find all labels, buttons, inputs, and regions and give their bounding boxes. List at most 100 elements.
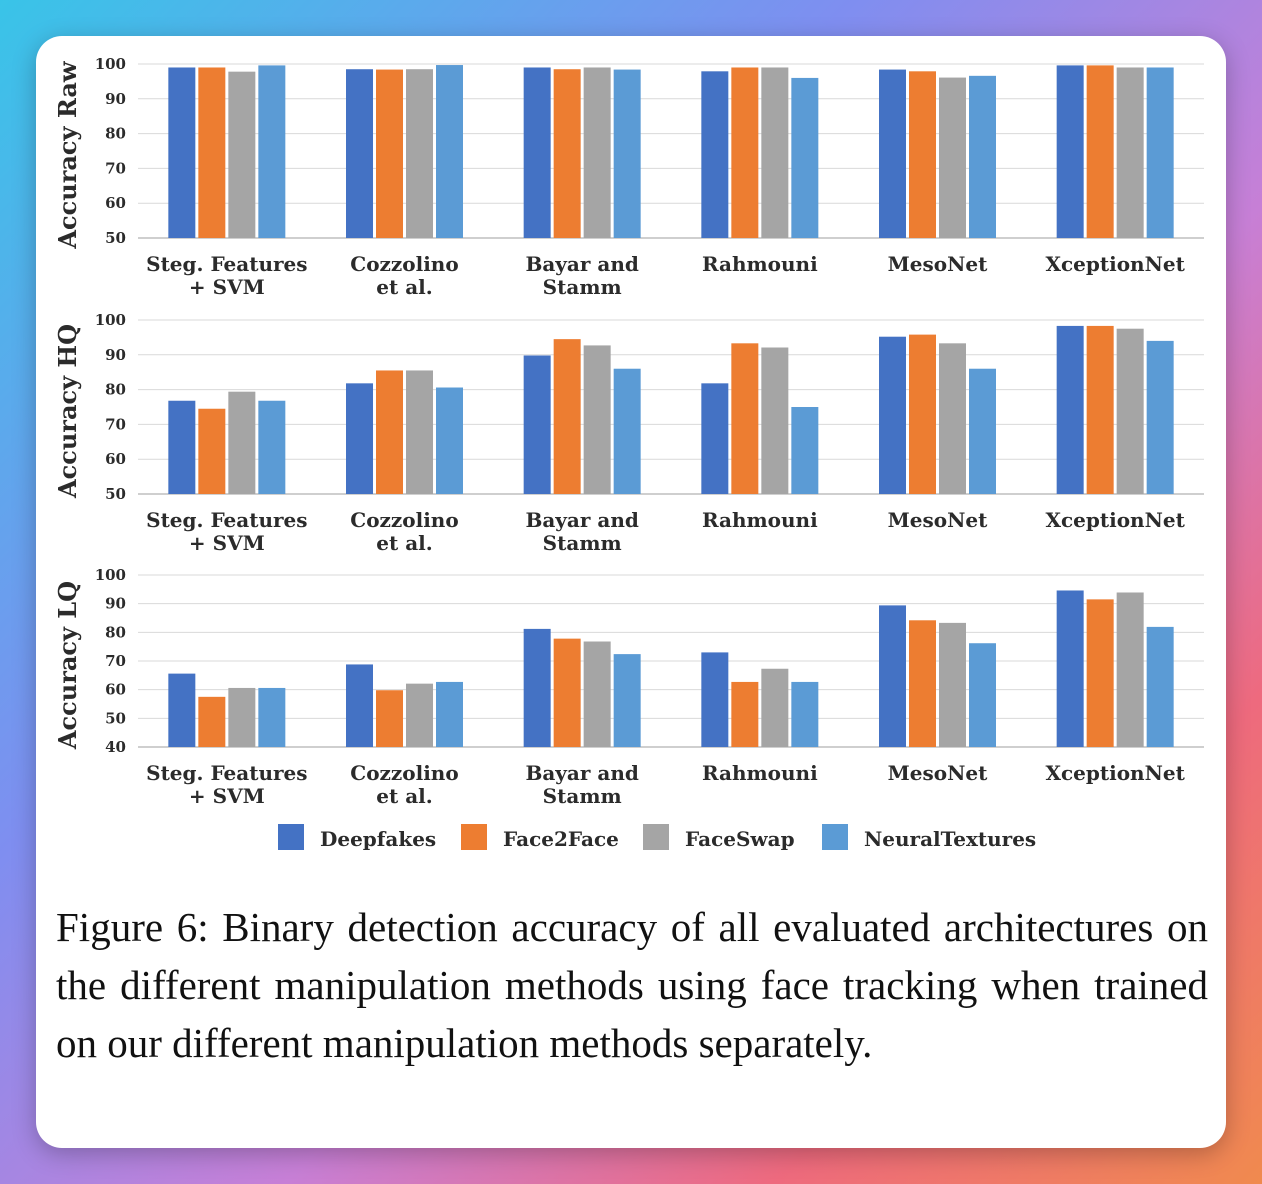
bar-faceswap xyxy=(939,622,966,747)
bar-deepfakes xyxy=(701,71,729,238)
bar-neuraltextures xyxy=(613,69,641,239)
x-tick-label: MesoNet xyxy=(888,761,988,785)
bar-face2face xyxy=(1086,599,1114,747)
y-tick-label: 60 xyxy=(105,450,126,468)
legend-label: Deepfakes xyxy=(320,827,436,851)
x-tick-label: et al. xyxy=(376,275,432,299)
y-axis-label: Accuracy Raw xyxy=(53,60,82,249)
bar-face2face xyxy=(553,339,581,494)
bar-face2face xyxy=(909,71,936,238)
y-tick-label: 80 xyxy=(105,381,126,399)
x-tick-label: MesoNet xyxy=(888,252,988,276)
bar-neuraltextures xyxy=(969,643,996,747)
legend-item-neuraltextures: NeuralTextures xyxy=(822,824,1036,851)
bar-neuraltextures xyxy=(1146,67,1174,238)
bar-face2face xyxy=(909,620,936,747)
y-tick-label: 70 xyxy=(105,415,126,433)
bar-neuraltextures xyxy=(1146,340,1174,494)
y-tick-label: 50 xyxy=(105,229,126,247)
bar-faceswap xyxy=(228,687,256,747)
legend-label: Face2Face xyxy=(503,827,619,851)
bar-deepfakes xyxy=(523,355,551,494)
legend-swatch xyxy=(643,824,669,850)
bar-neuraltextures xyxy=(258,65,286,238)
figure-caption: Figure 6: Binary detection accuracy of a… xyxy=(56,904,1208,1066)
bar-neuraltextures xyxy=(613,654,641,747)
bar-neuraltextures xyxy=(791,407,819,494)
bar-neuraltextures xyxy=(613,368,641,494)
bar-neuraltextures xyxy=(436,387,463,494)
x-tick-label: XceptionNet xyxy=(1045,252,1185,276)
bar-neuraltextures xyxy=(791,77,819,238)
bar-faceswap xyxy=(583,67,611,238)
x-tick-label: Stamm xyxy=(543,784,622,808)
bar-neuraltextures xyxy=(791,681,819,747)
y-tick-label: 100 xyxy=(95,311,126,329)
bar-faceswap xyxy=(1116,592,1144,747)
x-tick-label: Cozzolino xyxy=(350,252,458,276)
x-tick-label: + SVM xyxy=(189,275,265,299)
bar-deepfakes xyxy=(879,69,906,239)
bar-face2face xyxy=(198,696,226,747)
legend-item-face2face: Face2Face xyxy=(461,824,619,851)
legend: Deepfakes Face2Face FaceSwap NeuralTextures xyxy=(278,824,1036,851)
legend-item-deepfakes: Deepfakes xyxy=(278,824,436,851)
y-tick-label: 90 xyxy=(105,90,126,108)
y-tick-label: 100 xyxy=(95,566,126,584)
x-tick-label: Bayar and xyxy=(525,761,638,785)
bar-deepfakes xyxy=(701,652,729,747)
bar-faceswap xyxy=(1116,67,1144,238)
y-tick-label: 100 xyxy=(95,55,126,73)
y-tick-label: 90 xyxy=(105,595,126,613)
legend-swatch xyxy=(278,824,304,850)
x-tick-label: Rahmouni xyxy=(702,508,818,532)
bar-neuraltextures xyxy=(436,681,463,747)
y-tick-label: 70 xyxy=(105,652,126,670)
bar-face2face xyxy=(198,67,226,238)
x-tick-label: + SVM xyxy=(189,531,265,555)
bar-deepfakes xyxy=(168,673,196,747)
bar-face2face xyxy=(376,690,403,747)
y-tick-label: 60 xyxy=(105,681,126,699)
bar-faceswap xyxy=(406,370,433,494)
x-tick-label: Stamm xyxy=(543,275,622,299)
x-tick-label: Steg. Features xyxy=(146,761,307,785)
bar-neuraltextures xyxy=(258,400,286,494)
bar-deepfakes xyxy=(523,67,551,238)
chart-panel-1: 50 60 70 80 90 100 Accuracy HQ Steg. Features+ … xyxy=(53,311,1204,555)
figure-card: 50 60 70 80 90 100 Accuracy Raw Steg. Features +… xyxy=(36,36,1226,1148)
y-axis-label: Accuracy LQ xyxy=(53,581,82,750)
bar-deepfakes xyxy=(879,336,906,494)
bar-face2face xyxy=(198,408,226,494)
y-tick-label: 80 xyxy=(105,125,126,143)
bar-face2face xyxy=(1086,325,1114,494)
bar-deepfakes xyxy=(1056,325,1084,494)
bar-face2face xyxy=(553,638,581,747)
bar-neuraltextures xyxy=(436,65,463,238)
bar-deepfakes xyxy=(346,383,373,494)
bar-deepfakes xyxy=(346,664,373,747)
bar-neuraltextures xyxy=(258,687,286,747)
bar-faceswap xyxy=(761,347,789,494)
y-tick-label: 80 xyxy=(105,623,126,641)
x-tick-label: Steg. Features xyxy=(146,252,307,276)
x-tick-label: Cozzolino xyxy=(350,508,458,532)
bar-faceswap xyxy=(939,343,966,494)
x-tick-label: Rahmouni xyxy=(702,252,818,276)
x-tick-label: Bayar and xyxy=(525,508,638,532)
bar-face2face xyxy=(376,69,403,239)
y-axis-label: Accuracy HQ xyxy=(53,324,82,499)
x-tick-label: XceptionNet xyxy=(1045,761,1185,785)
bar-deepfakes xyxy=(1056,65,1084,238)
x-tick-label: et al. xyxy=(376,784,432,808)
bar-face2face xyxy=(731,343,759,494)
bar-faceswap xyxy=(939,77,966,239)
bar-deepfakes xyxy=(1056,590,1084,747)
y-tick-label: 70 xyxy=(105,159,126,177)
y-tick-label: 90 xyxy=(105,346,126,364)
bar-faceswap xyxy=(583,345,611,494)
bar-faceswap xyxy=(228,71,256,238)
bar-neuraltextures xyxy=(969,368,996,494)
bar-neuraltextures xyxy=(1146,626,1174,747)
